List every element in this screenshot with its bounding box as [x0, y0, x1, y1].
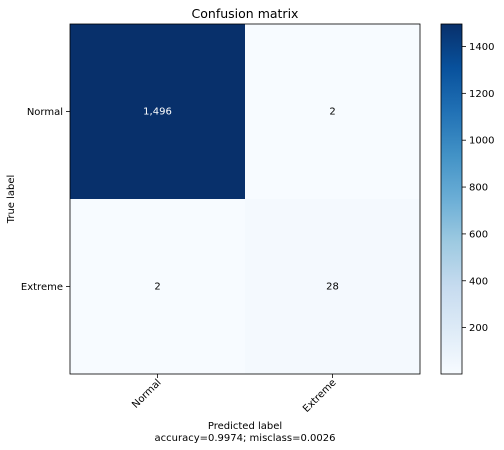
heatmap-cells — [70, 24, 420, 374]
chart-title: Confusion matrix — [192, 6, 299, 21]
cell-value-label: 28 — [326, 282, 339, 293]
colorbar-tick-label: 1200 — [469, 89, 494, 100]
colorbar-tick-label: 1000 — [469, 136, 494, 147]
y-tick-label: Normal — [27, 107, 63, 118]
heatmap-cell-labels: 1,496 2 2 28 — [143, 107, 339, 293]
heatmap-cell — [70, 24, 245, 199]
heatmap-cell — [245, 199, 420, 374]
colorbar-tick-label: 400 — [469, 276, 488, 287]
plot-frame — [69, 23, 421, 375]
colorbar-tick-label: 600 — [469, 229, 488, 240]
cell-value-label: 2 — [154, 282, 160, 293]
x-tick-label: Extreme — [301, 377, 339, 415]
colorbar-tick-label: 800 — [469, 183, 488, 194]
x-axis-label: Predicted label — [208, 421, 282, 432]
colorbar-ticks: 200 400 600 800 1000 1200 1400 — [462, 42, 494, 334]
y-tick-label: Extreme — [21, 282, 63, 293]
heatmap-cell — [245, 24, 420, 199]
accuracy-annotation: accuracy=0.9974; misclass=0.0026 — [155, 433, 336, 444]
cell-value-label: 2 — [329, 107, 335, 118]
x-axis-ticks: Normal Extreme — [130, 374, 339, 415]
colorbar — [440, 23, 463, 375]
heatmap-cell — [70, 199, 245, 374]
colorbar-tick-label: 200 — [469, 323, 488, 334]
y-axis-ticks: Normal Extreme — [21, 107, 70, 293]
x-tick-label: Normal — [130, 377, 163, 410]
y-axis-label: True label — [6, 175, 17, 225]
colorbar-tick-label: 1400 — [469, 42, 494, 53]
cell-value-label: 1,496 — [143, 107, 172, 118]
